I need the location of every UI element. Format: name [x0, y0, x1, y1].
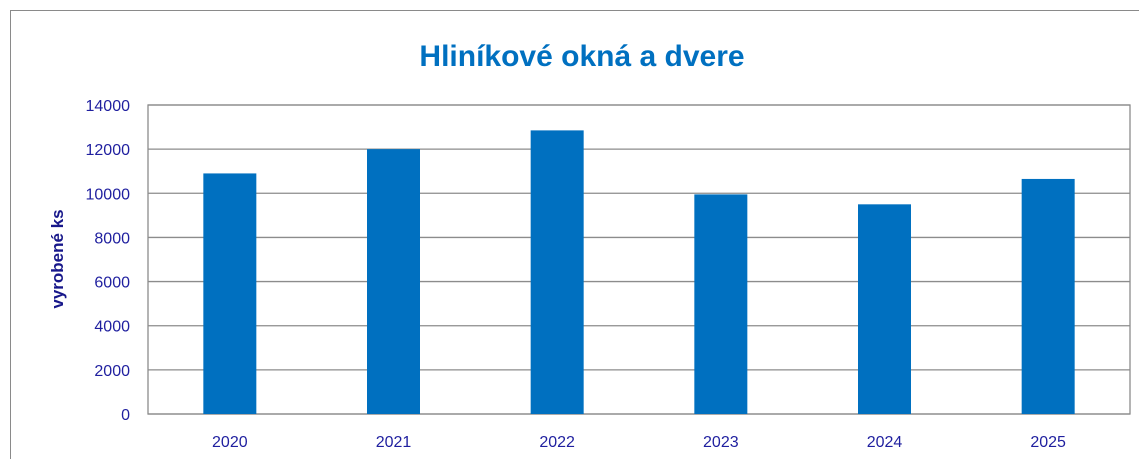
y-tick-label-14000: 14000 — [86, 98, 131, 115]
x-tick-label-2025: 2025 — [1030, 434, 1066, 451]
bar-2022 — [530, 130, 584, 414]
x-tick-label-2020: 2020 — [212, 434, 248, 451]
y-tick-label-4000: 4000 — [94, 319, 130, 336]
plot-area-border — [147, 104, 1131, 415]
chart-frame — [10, 10, 1139, 459]
y-tick-label-6000: 6000 — [94, 275, 130, 292]
y-tick-label-8000: 8000 — [94, 230, 130, 247]
y-axis-ticks: 0 2000 4000 6000 8000 10000 12000 14000 — [86, 98, 131, 424]
y-tick-label-10000: 10000 — [86, 186, 131, 203]
bar-2025 — [1021, 178, 1075, 414]
bar-2021 — [367, 149, 420, 414]
y-tick-label-2000: 2000 — [94, 363, 130, 380]
bar-2020 — [203, 173, 257, 414]
bars — [203, 130, 1075, 414]
y-tick-label-0: 0 — [121, 407, 130, 424]
bar-2023 — [694, 194, 748, 414]
bar-2024 — [858, 204, 911, 414]
gridlines — [147, 104, 1131, 415]
x-tick-label-2021: 2021 — [376, 434, 412, 451]
x-tick-label-2023: 2023 — [703, 434, 739, 451]
y-axis-title: vyrobené ks — [48, 209, 67, 308]
x-tick-label-2024: 2024 — [867, 434, 903, 451]
y-tick-label-12000: 12000 — [86, 142, 131, 159]
x-axis-ticks: 2020 2021 2022 2023 2024 2025 — [212, 434, 1066, 451]
x-tick-label-2022: 2022 — [539, 434, 575, 451]
chart-title: Hliníkové okná a dvere — [419, 40, 744, 73]
